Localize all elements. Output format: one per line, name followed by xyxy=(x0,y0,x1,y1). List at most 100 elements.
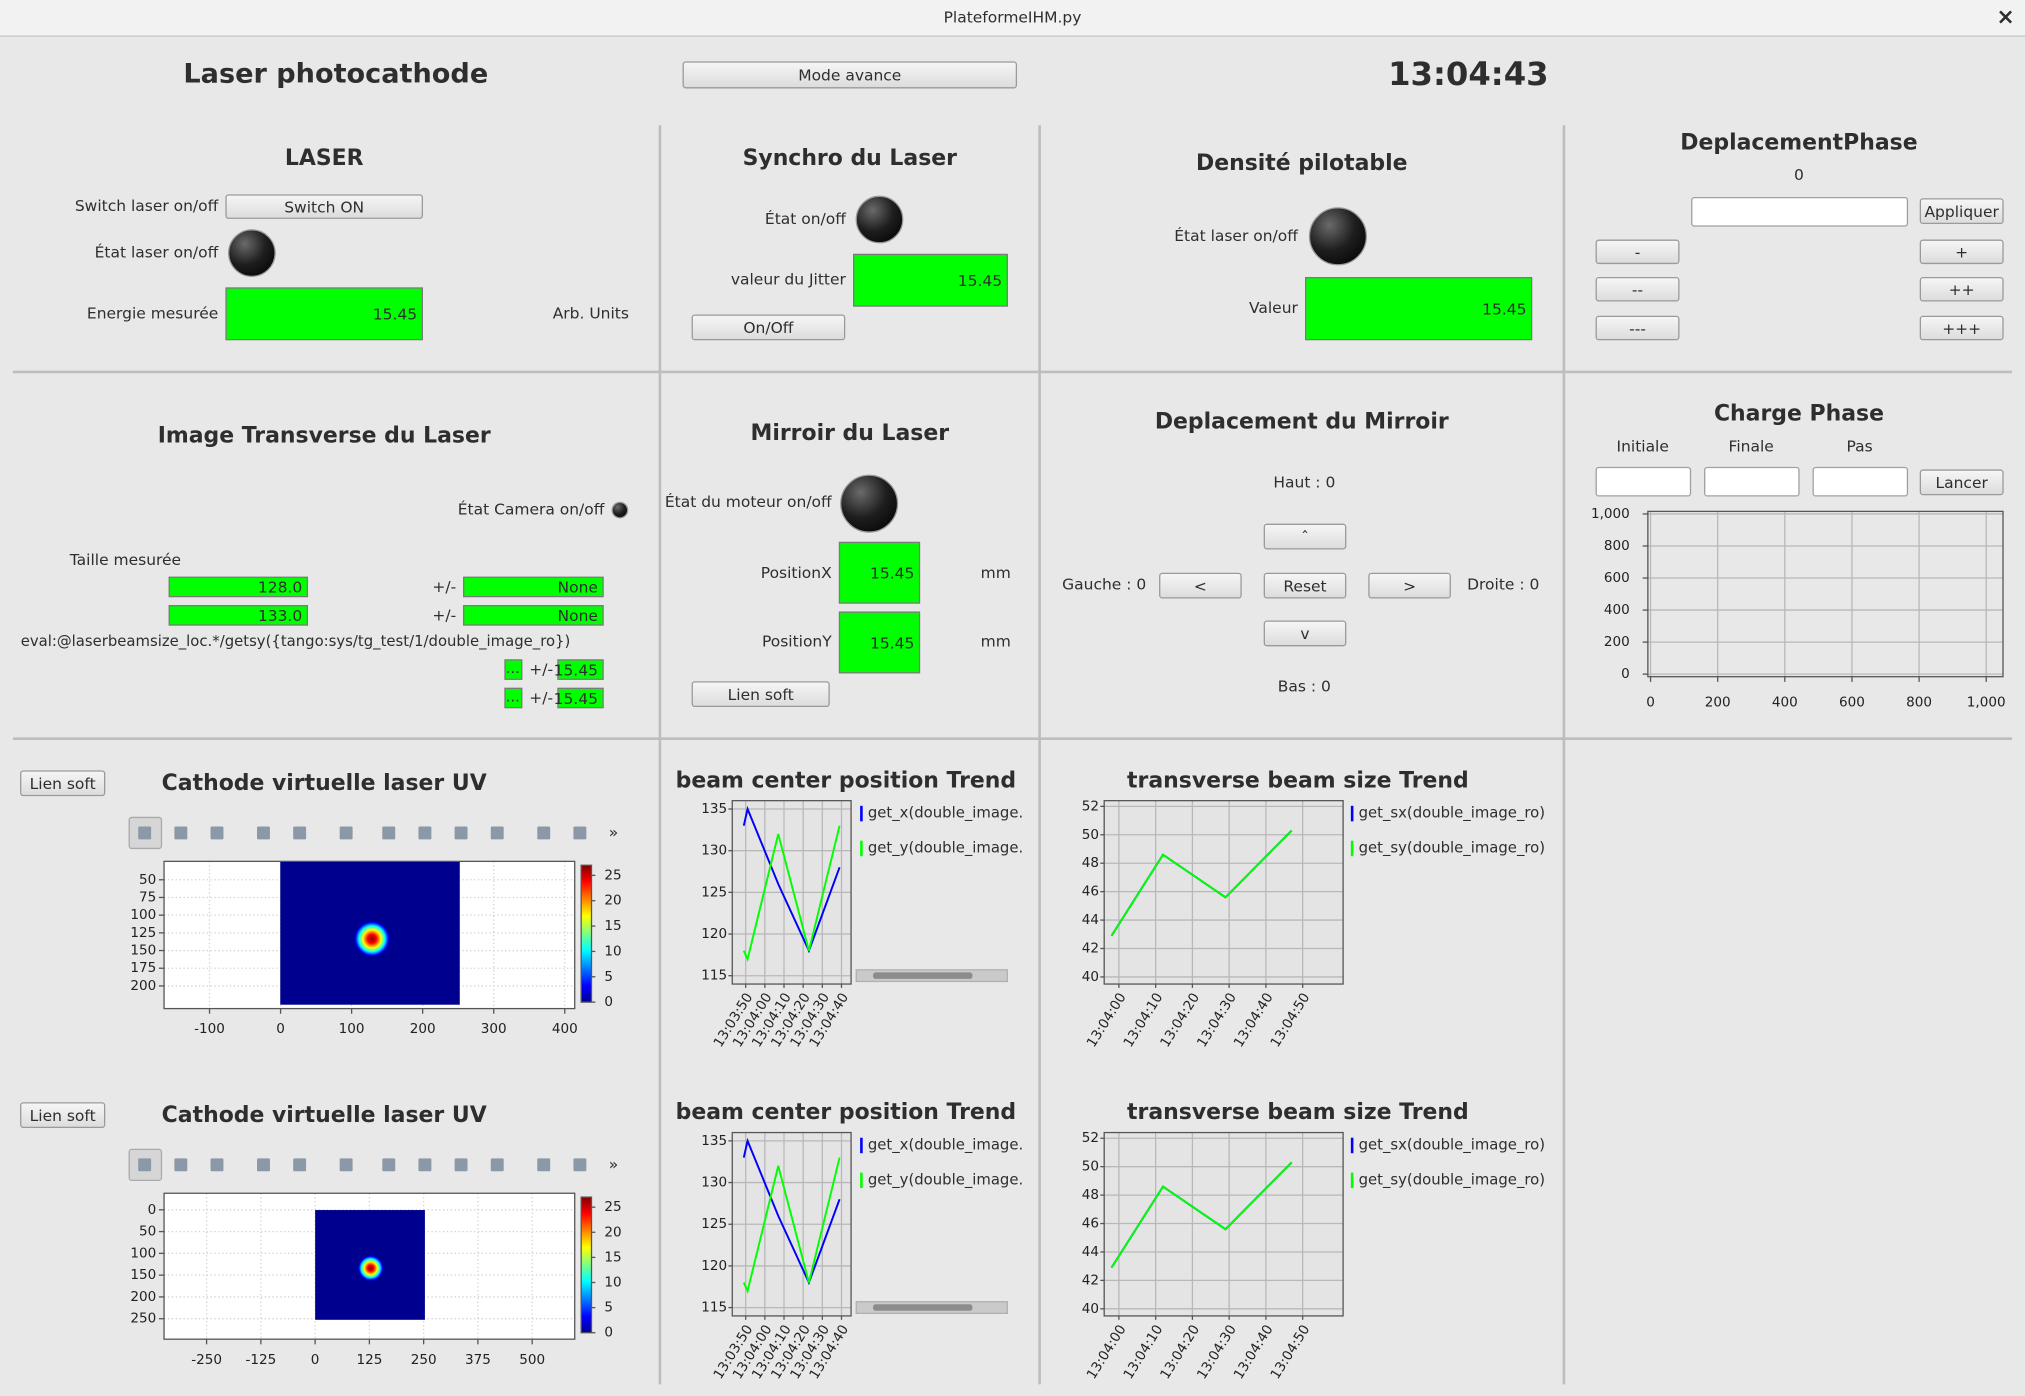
energy-field-value: 15.45 xyxy=(373,306,417,324)
down-button[interactable] xyxy=(1263,620,1347,647)
chart-title: transverse beam size Trend xyxy=(1127,768,1469,793)
phase-step-button[interactable] xyxy=(1595,315,1680,341)
scrollbar-thumb[interactable] xyxy=(873,1304,973,1311)
phase-step-button[interactable] xyxy=(1919,315,2004,341)
y-tick-label: 0 xyxy=(148,1202,157,1218)
lien-soft-button[interactable] xyxy=(20,1102,106,1129)
toolbar-icon[interactable] xyxy=(537,1158,551,1172)
chart-title: beam center position Trend xyxy=(676,1100,1016,1125)
phase-step-button[interactable] xyxy=(1919,277,2004,302)
scrollbar-thumb[interactable] xyxy=(873,972,973,979)
reset-button-label: Reset xyxy=(1283,577,1326,595)
lien-soft-button-label: Lien soft xyxy=(728,686,794,704)
colorbar-tick-label: 5 xyxy=(604,969,613,985)
energy-field xyxy=(225,287,423,341)
y-tick-label: 135 xyxy=(701,1133,727,1149)
y-tick-label: 115 xyxy=(701,968,727,984)
plus-minus: +/- xyxy=(529,661,553,679)
toolbar-icon[interactable] xyxy=(418,1158,432,1172)
mode-button[interactable] xyxy=(682,61,1018,89)
status-led xyxy=(611,501,629,519)
x-tick-label: 800 xyxy=(1906,695,1932,711)
x-tick-label: -100 xyxy=(194,1021,225,1037)
charge-input[interactable] xyxy=(1704,466,1800,497)
toolbar-icon[interactable] xyxy=(257,826,270,840)
trend-line xyxy=(742,825,841,962)
trend-line xyxy=(742,805,841,954)
charge-input[interactable] xyxy=(1812,466,1909,497)
toolbar-icon[interactable] xyxy=(454,1158,468,1172)
density-field-value: 15.45 xyxy=(1482,300,1526,318)
x-tick-label: 100 xyxy=(339,1021,365,1037)
up-button[interactable] xyxy=(1263,523,1347,550)
lien-soft-button[interactable] xyxy=(691,681,830,708)
toolbar-icon[interactable] xyxy=(174,826,188,840)
lien-soft-button-label: Lien soft xyxy=(30,775,96,793)
lancer-button[interactable] xyxy=(1919,469,2004,496)
clock: 13:04:43 xyxy=(1388,55,1549,93)
y-tick-label: 125 xyxy=(701,884,727,900)
y-tick-label: 150 xyxy=(130,1267,156,1283)
toolbar-icon[interactable] xyxy=(339,1158,353,1172)
toolbar-icon[interactable] xyxy=(382,1158,396,1172)
toolbar-icon[interactable] xyxy=(418,826,432,840)
toolbar-icon[interactable] xyxy=(210,1158,224,1172)
status-led xyxy=(227,229,276,278)
toolbar-icon[interactable] xyxy=(257,1158,270,1172)
toolbar-more[interactable]: » xyxy=(609,823,618,841)
small-error-field-value: 15.45 xyxy=(554,690,598,708)
panel-title: Cathode virtuelle laser UV xyxy=(162,771,487,796)
toolbar-icon[interactable] xyxy=(454,826,468,840)
close-button[interactable]: × xyxy=(1996,5,2014,30)
toolbar-more[interactable]: » xyxy=(609,1155,618,1173)
toolbar-icon[interactable] xyxy=(210,826,224,840)
phase-step-button[interactable] xyxy=(1595,239,1680,265)
lancer-button-label: Lancer xyxy=(1936,474,1989,492)
right-button[interactable] xyxy=(1368,572,1451,599)
plot-frame xyxy=(731,1131,852,1317)
panel-title: DeplacementPhase xyxy=(1680,130,1917,155)
phase-step-button-label: --- xyxy=(1629,320,1646,338)
toolbar-icon[interactable] xyxy=(293,1158,307,1172)
y-tick-label: 40 xyxy=(1082,1301,1099,1317)
colorbar-tick-label: 20 xyxy=(604,1224,621,1240)
toolbar-icon[interactable] xyxy=(174,1158,188,1172)
left-button-label: < xyxy=(1194,577,1207,595)
position-y-field-value: 15.45 xyxy=(870,634,914,652)
toolbar-icon[interactable] xyxy=(293,826,307,840)
beam-spot xyxy=(357,1255,384,1282)
toolbar-icon[interactable] xyxy=(490,826,504,840)
plus-minus: +/- xyxy=(432,606,456,624)
colorbar-tick-label: 10 xyxy=(604,943,621,959)
phase-step-button[interactable] xyxy=(1595,277,1680,302)
onoff-button-label: On/Off xyxy=(743,319,793,337)
label: PositionY xyxy=(762,632,832,650)
toolbar-icon[interactable] xyxy=(382,826,396,840)
plot-frame xyxy=(1103,800,1344,985)
toolbar-icon[interactable] xyxy=(573,1158,587,1172)
label: Bas : 0 xyxy=(1278,678,1331,696)
error-field-value: None xyxy=(558,607,598,625)
toolbar-icon[interactable] xyxy=(138,826,152,840)
phase-step-button-label: -- xyxy=(1632,281,1643,299)
toolbar-icon[interactable] xyxy=(339,826,353,840)
toolbar-icon[interactable] xyxy=(573,826,587,840)
charge-input[interactable] xyxy=(1595,466,1692,497)
phase-input[interactable] xyxy=(1691,196,1909,227)
legend-entry: get_sy(double_image_ro) xyxy=(1359,1170,1545,1188)
left-button[interactable] xyxy=(1159,572,1242,599)
phase-step-button[interactable] xyxy=(1919,239,2004,265)
toolbar-icon[interactable] xyxy=(138,1158,152,1172)
switch-button[interactable] xyxy=(225,194,423,219)
trend-line xyxy=(1110,829,1293,937)
reset-button[interactable] xyxy=(1263,572,1347,599)
colorbar-tick-label: 15 xyxy=(604,1249,621,1265)
onoff-button[interactable] xyxy=(691,314,846,341)
apply-button[interactable] xyxy=(1919,198,2004,225)
toolbar-icon[interactable] xyxy=(537,826,551,840)
y-tick-label: 800 xyxy=(1604,538,1630,554)
x-tick-label: 500 xyxy=(519,1352,545,1368)
toolbar-icon[interactable] xyxy=(490,1158,504,1172)
lien-soft-button[interactable] xyxy=(20,770,106,797)
unit: mm xyxy=(981,564,1011,582)
